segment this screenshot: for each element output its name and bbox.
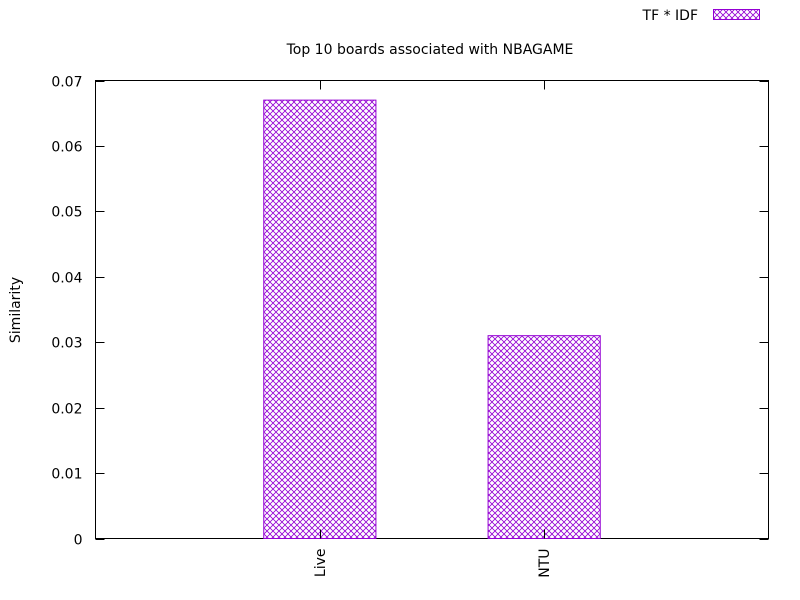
- plot-frame: [95, 80, 769, 539]
- bar-live: [263, 99, 377, 539]
- y-tick-label: 0.03: [51, 336, 82, 352]
- x-axis: Live NTU: [313, 80, 553, 578]
- legend: TF * IDF: [642, 8, 760, 24]
- chart-title: Top 10 boards associated with NBAGAME: [286, 42, 574, 58]
- y-tick-label: 0.06: [51, 140, 82, 156]
- legend-swatch: [713, 9, 760, 20]
- x-tick-label: NTU: [537, 549, 553, 578]
- y-tick-label: 0.07: [51, 75, 82, 91]
- x-tick-label: Live: [313, 549, 329, 578]
- y-tick-label: 0: [74, 533, 83, 549]
- bar-ntu: [487, 335, 601, 539]
- y-tick-label: 0.02: [51, 402, 82, 418]
- y-axis: 0 0.01 0.02 0.03 0.04 0.05 0.06 0.07: [51, 75, 769, 549]
- y-tick-label: 0.01: [51, 467, 82, 483]
- y-tick-label: 0.04: [51, 271, 82, 287]
- y-tick-label: 0.05: [51, 205, 82, 221]
- y-axis-label: Similarity: [8, 277, 24, 343]
- bar-group: [263, 99, 601, 539]
- legend-label: TF * IDF: [642, 8, 698, 24]
